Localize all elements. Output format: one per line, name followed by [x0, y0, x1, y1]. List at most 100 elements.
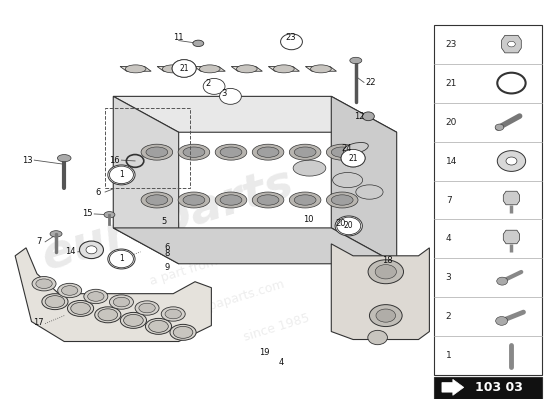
- Text: 21: 21: [446, 78, 457, 88]
- Ellipse shape: [98, 309, 118, 321]
- Ellipse shape: [87, 292, 104, 301]
- Ellipse shape: [273, 65, 294, 73]
- Text: 20: 20: [344, 222, 354, 230]
- Text: europaparts.com: europaparts.com: [180, 278, 286, 322]
- Ellipse shape: [42, 294, 68, 310]
- Ellipse shape: [95, 307, 121, 323]
- Ellipse shape: [124, 314, 143, 326]
- Ellipse shape: [146, 147, 168, 157]
- Ellipse shape: [68, 300, 94, 316]
- Ellipse shape: [148, 320, 168, 332]
- Circle shape: [172, 60, 196, 77]
- Circle shape: [497, 151, 526, 171]
- Bar: [434, 25, 542, 375]
- Ellipse shape: [356, 185, 383, 199]
- Ellipse shape: [294, 195, 316, 205]
- Bar: [434, 377, 542, 398]
- Circle shape: [86, 246, 97, 254]
- Polygon shape: [231, 66, 262, 71]
- Text: 14: 14: [65, 247, 76, 256]
- Circle shape: [79, 241, 103, 258]
- Ellipse shape: [32, 276, 56, 291]
- Text: europarts: europarts: [36, 160, 299, 280]
- Ellipse shape: [57, 154, 71, 162]
- Text: 19: 19: [260, 348, 270, 357]
- Text: 18: 18: [382, 256, 393, 266]
- Circle shape: [280, 34, 302, 50]
- Circle shape: [337, 217, 361, 235]
- Text: 10: 10: [303, 215, 313, 224]
- Circle shape: [496, 316, 508, 325]
- Text: 2: 2: [446, 312, 452, 322]
- Ellipse shape: [125, 65, 146, 73]
- Text: 22: 22: [365, 78, 376, 87]
- Circle shape: [109, 250, 134, 268]
- Polygon shape: [15, 248, 211, 342]
- Ellipse shape: [113, 297, 130, 307]
- Ellipse shape: [139, 303, 155, 313]
- Polygon shape: [194, 66, 225, 71]
- Text: 15: 15: [82, 210, 92, 218]
- Ellipse shape: [289, 144, 321, 160]
- Text: 20: 20: [336, 219, 346, 228]
- Circle shape: [219, 88, 241, 104]
- Text: 9: 9: [164, 263, 169, 272]
- Text: 24: 24: [342, 144, 352, 153]
- Text: 1: 1: [119, 254, 124, 264]
- Ellipse shape: [58, 283, 81, 298]
- Text: 103 03: 103 03: [475, 381, 523, 394]
- Ellipse shape: [350, 57, 362, 64]
- Text: 23: 23: [285, 33, 296, 42]
- Ellipse shape: [71, 302, 90, 314]
- Circle shape: [203, 78, 225, 94]
- Text: 14: 14: [446, 156, 457, 166]
- Text: 12: 12: [354, 112, 365, 121]
- Polygon shape: [120, 66, 151, 71]
- Circle shape: [508, 41, 515, 47]
- Polygon shape: [442, 379, 464, 395]
- Polygon shape: [331, 244, 430, 340]
- Ellipse shape: [84, 289, 108, 304]
- Ellipse shape: [289, 192, 321, 208]
- Ellipse shape: [165, 309, 182, 319]
- Circle shape: [495, 124, 504, 130]
- Text: 1: 1: [119, 170, 124, 179]
- Text: 17: 17: [34, 318, 44, 327]
- Ellipse shape: [331, 147, 353, 157]
- Ellipse shape: [141, 144, 173, 160]
- Polygon shape: [113, 96, 179, 264]
- Ellipse shape: [193, 40, 204, 46]
- Text: a part from: a part from: [148, 255, 220, 288]
- Ellipse shape: [326, 144, 358, 160]
- Circle shape: [108, 249, 135, 269]
- Ellipse shape: [45, 296, 65, 308]
- Ellipse shape: [257, 195, 279, 205]
- Ellipse shape: [215, 192, 247, 208]
- Polygon shape: [268, 66, 299, 71]
- Circle shape: [506, 157, 517, 165]
- Polygon shape: [331, 96, 397, 264]
- Ellipse shape: [120, 312, 146, 328]
- Ellipse shape: [343, 142, 368, 154]
- Text: 21: 21: [179, 64, 189, 73]
- Circle shape: [368, 330, 387, 345]
- Polygon shape: [502, 35, 521, 53]
- Text: 11: 11: [173, 33, 184, 42]
- Ellipse shape: [135, 301, 159, 315]
- Ellipse shape: [257, 147, 279, 157]
- Ellipse shape: [62, 286, 78, 295]
- Text: 1: 1: [446, 352, 452, 360]
- Text: 3: 3: [221, 89, 227, 98]
- Ellipse shape: [331, 195, 353, 205]
- Circle shape: [109, 166, 134, 184]
- Ellipse shape: [215, 144, 247, 160]
- Text: 21: 21: [348, 154, 358, 163]
- Text: 13: 13: [23, 156, 33, 165]
- Ellipse shape: [183, 195, 205, 205]
- Ellipse shape: [376, 309, 395, 322]
- Ellipse shape: [162, 65, 183, 73]
- Ellipse shape: [333, 172, 362, 188]
- Ellipse shape: [161, 307, 185, 321]
- Text: 20: 20: [344, 223, 353, 229]
- Text: 1: 1: [119, 170, 124, 179]
